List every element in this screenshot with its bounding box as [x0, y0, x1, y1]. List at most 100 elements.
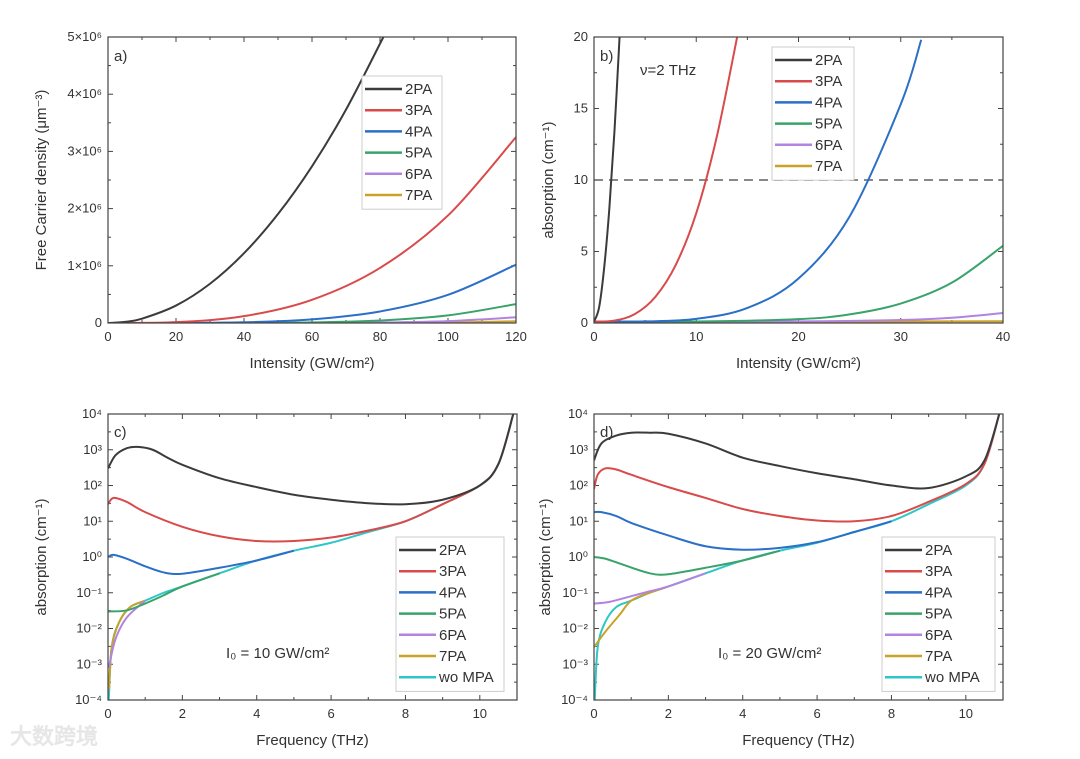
legend-label: 5PA: [925, 606, 952, 623]
x-tick-label: 10: [473, 706, 487, 721]
legend-item: 4PA: [365, 123, 432, 140]
panel-b: 0 10 20 30 40 0 5 10 15 20 Intensity (GW/cm²) absor…: [540, 29, 1010, 372]
x-tick-label: 100: [437, 329, 459, 344]
legend-label: 5PA: [815, 116, 842, 133]
legend-item: 2PA: [365, 81, 432, 98]
panel-a: 0 20 40 60 80 100 120 0 1×10⁶ 2×10⁶ 3×10⁶ 4×10⁶ 5×10…: [33, 29, 527, 372]
annotation: I₀ = 10 GW/cm²: [226, 645, 329, 662]
y-tick-label: 10⁻⁴: [75, 692, 102, 707]
legend-item: 5PA: [399, 606, 466, 623]
x-tick-label: 80: [373, 329, 387, 344]
series-group: [108, 414, 515, 700]
plot-frame: [593, 36, 1004, 324]
legend-label: 4PA: [815, 94, 842, 111]
legend-label: 5PA: [405, 145, 432, 162]
y-tick-label: 10⁻²: [562, 621, 588, 636]
y-tick-label: 10: [574, 172, 588, 187]
y-tick-label: 10¹: [83, 513, 102, 528]
y-tick-label: 4×10⁶: [67, 86, 102, 101]
series-line-5pa: [594, 549, 781, 576]
series-line-4pa: [594, 39, 923, 323]
y-tick-label: 10⁴: [82, 406, 102, 421]
x-axis-label: Frequency (THz): [742, 732, 855, 749]
legend-label: 6PA: [405, 166, 432, 183]
legend-item: 7PA: [885, 648, 952, 665]
series-line-5pa: [594, 244, 1003, 323]
legend-item: wo MPA: [885, 669, 980, 686]
x-tick-label: 40: [237, 329, 251, 344]
legend-label: 2PA: [439, 542, 466, 559]
x-tick-label: 6: [813, 706, 820, 721]
x-tick-label: 20: [169, 329, 183, 344]
y-tick-label: 10²: [83, 478, 102, 493]
legend-label: 3PA: [405, 102, 432, 119]
legend-label: 3PA: [815, 73, 842, 90]
series-line-4pa: [108, 549, 295, 576]
legend-label: 7PA: [925, 648, 952, 665]
panel-c: 0 2 4 6 8 10 10⁻⁴ 10⁻³ 10⁻² 10⁻¹ 10⁰ 10¹ 10² 10³ 10⁴ Fr…: [33, 406, 518, 749]
series-line-5pa: [108, 572, 220, 613]
series-line-3pa: [108, 414, 515, 543]
x-tick-label: 0: [590, 706, 597, 721]
legend: 2PA 3PA 4PA 5PA 6PA 7PA wo MPA: [881, 536, 996, 692]
legend-item: 3PA: [399, 563, 466, 580]
y-tick-label: 10⁻³: [76, 656, 102, 671]
legend-item: 4PA: [775, 94, 842, 111]
legend-item: 7PA: [399, 648, 466, 665]
annotation: ν=2 THz: [640, 62, 696, 79]
x-tick-label: 6: [327, 706, 334, 721]
legend-box: [771, 46, 855, 181]
series-line-2pa: [108, 37, 385, 323]
y-tick-label: 10²: [569, 478, 588, 493]
legend-item: 6PA: [885, 627, 952, 644]
y-tick-label: 15: [574, 101, 588, 116]
x-tick-label: 4: [253, 706, 260, 721]
panel-label: d): [600, 424, 613, 441]
x-tick-label: 0: [104, 706, 111, 721]
legend-item: 5PA: [775, 116, 842, 133]
y-axis-label: absorption (cm⁻¹): [537, 498, 554, 615]
panel-label: a): [114, 48, 127, 65]
legend-label: 6PA: [925, 627, 952, 644]
y-tick-label: 10⁻²: [76, 621, 102, 636]
panel-label: b): [600, 48, 613, 65]
y-tick-label: 10⁰: [82, 549, 102, 564]
legend-label: 3PA: [925, 563, 952, 580]
series-line-2pa: [108, 414, 515, 506]
series-line-2pa: [594, 37, 621, 322]
y-tick-label: 1×10⁶: [67, 258, 102, 273]
y-tick-label: 2×10⁶: [67, 201, 102, 216]
legend: 2PA 3PA 4PA 5PA 6PA 7PA: [771, 46, 855, 181]
x-tick-label: 4: [739, 706, 746, 721]
legend-label: 2PA: [405, 81, 432, 98]
legend-label: 4PA: [439, 584, 466, 601]
series-line-4pa: [594, 510, 892, 551]
plot-frame: [107, 413, 518, 701]
series-line-2pa: [594, 414, 1001, 490]
legend-label: 7PA: [815, 158, 842, 175]
legend-item: 3PA: [775, 73, 842, 90]
series-line-3pa: [594, 414, 1001, 523]
watermark: 大数跨境: [10, 724, 98, 749]
legend-item: 2PA: [885, 542, 952, 559]
y-tick-label: 10⁻¹: [562, 585, 588, 600]
y-tick-label: 10³: [569, 442, 588, 457]
series-line-7pa: [594, 585, 669, 648]
legend-label: 2PA: [815, 52, 842, 69]
legend-item: 3PA: [365, 102, 432, 119]
x-axis-label: Intensity (GW/cm²): [736, 355, 861, 372]
series-line-6pa: [594, 572, 706, 605]
series-line-3pa: [594, 37, 739, 323]
legend: 2PA 3PA 4PA 5PA 6PA 7PA: [361, 75, 443, 210]
legend-item: 7PA: [775, 158, 842, 175]
legend-item: 5PA: [365, 145, 432, 162]
y-tick-label: 0: [95, 315, 102, 330]
x-tick-label: 0: [590, 329, 597, 344]
legend-item: 4PA: [399, 584, 466, 601]
legend-item: 2PA: [775, 52, 842, 69]
legend-label: 2PA: [925, 542, 952, 559]
y-tick-label: 10¹: [569, 513, 588, 528]
legend-item: 5PA: [885, 606, 952, 623]
legend-label: 7PA: [405, 187, 432, 204]
